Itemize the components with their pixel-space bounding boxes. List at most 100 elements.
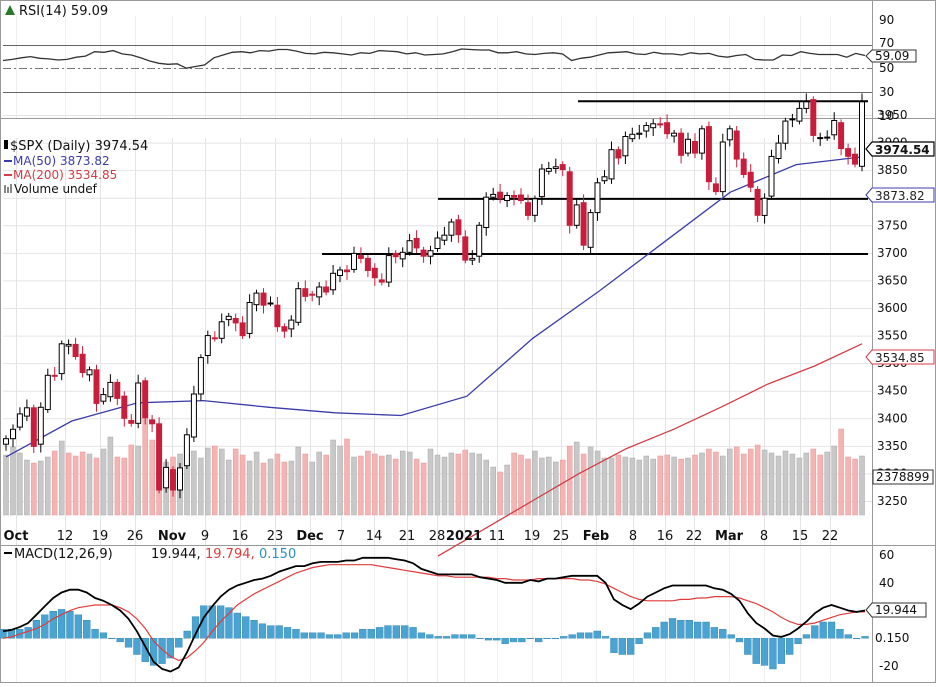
x-tick-label: 25 bbox=[553, 529, 570, 544]
candle-down bbox=[747, 171, 754, 188]
price-tick-label: 3250 bbox=[877, 494, 908, 508]
volume-bar bbox=[142, 416, 148, 516]
ma50-value-label: 3873.82 bbox=[875, 189, 925, 203]
volume-bar bbox=[678, 458, 684, 516]
macd-histogram-value: 0.150 bbox=[259, 547, 296, 562]
volume-bar bbox=[135, 445, 141, 516]
volume-bar bbox=[358, 455, 364, 516]
volume-bar bbox=[351, 456, 357, 516]
macd-histogram-bar bbox=[710, 627, 719, 639]
candle-up bbox=[476, 224, 483, 257]
candle-up bbox=[316, 286, 323, 298]
macd-histogram-bar bbox=[794, 638, 802, 644]
volume-bar bbox=[219, 448, 225, 516]
candle-up bbox=[719, 141, 726, 193]
volume-bar bbox=[295, 446, 302, 516]
candle-down bbox=[852, 153, 858, 165]
candle-down bbox=[211, 337, 218, 340]
volume-bar bbox=[302, 453, 309, 516]
candle-up bbox=[817, 137, 824, 140]
candle-down bbox=[302, 288, 309, 297]
macd-histogram-bar bbox=[83, 620, 91, 639]
candle-down bbox=[462, 236, 469, 261]
price-tick-label: 3350 bbox=[877, 439, 908, 453]
candle-down bbox=[566, 171, 573, 226]
macd-histogram-bar bbox=[74, 614, 83, 639]
macd-histogram-bar bbox=[786, 638, 794, 655]
volume-bar bbox=[803, 452, 810, 516]
macd-value-label: 19.944 bbox=[875, 603, 917, 617]
volume-bar bbox=[232, 448, 239, 516]
macd-value: 19.944, bbox=[151, 547, 201, 562]
macd-histogram-bar bbox=[451, 634, 459, 639]
candle-up bbox=[267, 302, 274, 305]
volume-bar bbox=[573, 441, 580, 516]
candle-up bbox=[86, 369, 93, 376]
macd-histogram-bar bbox=[442, 636, 451, 639]
volume-bar bbox=[608, 457, 615, 516]
macd-histogram-bar bbox=[660, 621, 668, 639]
macd-histogram-bar bbox=[417, 632, 426, 639]
macd-tick-label: -20 bbox=[879, 659, 899, 673]
candle-down bbox=[30, 407, 37, 447]
candle-down bbox=[754, 188, 761, 216]
volume-bar bbox=[191, 450, 197, 516]
volume-title: Volume undef bbox=[14, 182, 98, 196]
x-tick-label: Dec bbox=[296, 529, 323, 544]
macd-panel bbox=[0, 556, 869, 673]
volume-bar bbox=[72, 455, 79, 516]
macd-histogram-bar bbox=[535, 638, 543, 643]
volume-bar bbox=[93, 457, 100, 516]
volume-bar bbox=[3, 454, 9, 516]
volume-bar bbox=[128, 444, 135, 516]
volume-bar bbox=[845, 456, 851, 516]
candle-up bbox=[775, 142, 782, 160]
macd-histogram-bar bbox=[200, 605, 208, 639]
candle-down bbox=[364, 257, 371, 271]
price-tick-label: 3450 bbox=[877, 384, 908, 398]
candle-up bbox=[427, 250, 434, 257]
candle-up bbox=[545, 168, 552, 172]
candle-up bbox=[3, 438, 9, 445]
candle-up bbox=[107, 381, 114, 398]
volume-bar bbox=[392, 458, 399, 516]
candle-up bbox=[601, 176, 608, 182]
volume-bar bbox=[831, 445, 837, 516]
rsi-value-tag bbox=[865, 49, 917, 63]
candle-down bbox=[497, 191, 504, 199]
candle-up bbox=[288, 319, 295, 330]
candle-down bbox=[274, 304, 281, 328]
macd-histogram-bar bbox=[677, 620, 685, 639]
macd-histogram-bar bbox=[426, 634, 434, 639]
macd-histogram-bar bbox=[309, 632, 317, 639]
volume-bar bbox=[316, 451, 322, 516]
candle-down bbox=[51, 374, 58, 377]
rsi-tick-label: 10 bbox=[879, 109, 894, 123]
macd-histogram-bar bbox=[702, 621, 710, 639]
macd-histogram-bar bbox=[853, 638, 861, 639]
macd-histogram-bar bbox=[610, 638, 618, 653]
macd-value-tag bbox=[865, 602, 927, 618]
candle-down bbox=[378, 279, 385, 283]
volume-bar bbox=[288, 460, 295, 516]
macd-histogram-bar bbox=[233, 612, 241, 639]
candle-down bbox=[142, 380, 149, 419]
volume-bar bbox=[692, 454, 698, 516]
volume-bar bbox=[267, 458, 274, 516]
macd-histogram-bar bbox=[175, 638, 183, 648]
macd-histogram-bar bbox=[694, 621, 702, 639]
volume-bar bbox=[114, 456, 121, 516]
candle-up bbox=[190, 393, 197, 438]
ma200-title: MA(200) 3534.85 bbox=[13, 168, 117, 182]
volume-bar bbox=[810, 448, 817, 516]
candle-down bbox=[810, 99, 817, 136]
ma50-value-tag bbox=[865, 187, 935, 203]
x-tick-label: 15 bbox=[792, 529, 809, 544]
macd-histogram-bar bbox=[744, 638, 752, 655]
rsi-panel bbox=[2, 45, 872, 93]
macd-histogram-bar bbox=[652, 627, 660, 639]
volume-bar bbox=[51, 450, 58, 516]
volume-bar bbox=[664, 454, 670, 516]
volume-bar bbox=[706, 448, 712, 516]
